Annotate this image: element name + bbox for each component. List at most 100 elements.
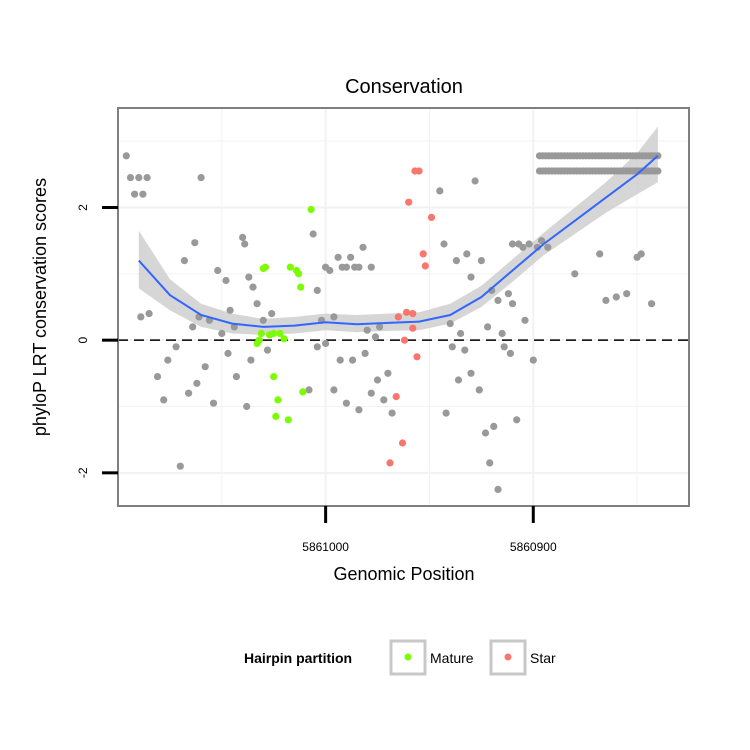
- point-other: [388, 409, 396, 417]
- point-other: [232, 373, 240, 381]
- point-other: [342, 263, 350, 271]
- point-other: [498, 329, 506, 338]
- y-tick-label: 0: [76, 337, 90, 344]
- point-star: [409, 310, 417, 318]
- point-other: [490, 422, 498, 430]
- point-other: [135, 174, 143, 182]
- legend-label-star: Star: [530, 650, 556, 666]
- point-other: [486, 459, 494, 467]
- point-other: [185, 389, 193, 397]
- point-other: [467, 273, 475, 281]
- point-other: [463, 250, 471, 258]
- y-tick-label: 2: [76, 204, 90, 211]
- point-other: [529, 356, 537, 364]
- point-other: [197, 174, 205, 182]
- point-other: [508, 300, 517, 308]
- smooth-line-layer: [138, 155, 659, 328]
- x-tick-label: 5860900: [510, 540, 557, 554]
- point-star: [415, 167, 423, 175]
- point-other: [467, 369, 475, 377]
- point-mature: [272, 412, 280, 420]
- point-other: [596, 250, 604, 258]
- point-mature: [280, 335, 288, 343]
- legend-marker-mature: [404, 653, 412, 661]
- point-other: [371, 333, 380, 341]
- point-other: [513, 416, 521, 424]
- point-other: [249, 283, 257, 291]
- point-other: [525, 240, 533, 248]
- point-other: [448, 343, 456, 351]
- point-other: [330, 313, 338, 321]
- point-other: [367, 389, 375, 397]
- point-other: [506, 349, 514, 357]
- point-other: [475, 386, 483, 394]
- point-other: [363, 326, 371, 334]
- x-axis-title: Genomic Position: [333, 564, 474, 584]
- point-other: [461, 346, 469, 354]
- point-other: [143, 174, 151, 182]
- legend-title: Hairpin partition: [244, 650, 352, 666]
- point-other: [160, 396, 168, 404]
- point-other: [376, 323, 384, 331]
- point-other: [268, 310, 276, 318]
- point-other: [494, 296, 502, 304]
- point-other: [452, 257, 460, 265]
- smooth-line: [138, 155, 659, 328]
- y-axis-title: phyloP LRT conservation scores: [30, 178, 50, 436]
- point-other: [201, 363, 209, 371]
- point-other: [230, 323, 238, 331]
- point-other: [241, 240, 249, 248]
- point-other: [355, 263, 363, 271]
- point-other: [442, 409, 450, 417]
- point-other: [247, 356, 255, 364]
- point-other: [484, 323, 492, 331]
- point-other: [172, 343, 180, 351]
- point-other: [384, 369, 392, 377]
- point-other: [571, 270, 579, 278]
- point-mature: [295, 270, 303, 278]
- point-other: [214, 266, 222, 275]
- confidence-ribbon: [138, 126, 658, 335]
- y-tick-label: -2: [76, 467, 90, 478]
- point-other: [367, 263, 375, 271]
- point-other: [189, 323, 197, 331]
- point-other: [349, 356, 357, 364]
- point-other: [521, 316, 529, 324]
- point-star: [413, 353, 421, 361]
- point-star: [403, 308, 411, 316]
- point-other: [637, 250, 645, 258]
- point-other: [209, 399, 218, 407]
- point-other: [508, 240, 517, 248]
- legend: Hairpin partition Mature Star: [244, 639, 556, 676]
- point-other: [538, 237, 546, 245]
- point-other: [224, 349, 232, 357]
- point-mature: [257, 329, 265, 338]
- point-star: [386, 459, 394, 467]
- point-other: [218, 329, 226, 338]
- point-mature: [259, 264, 267, 273]
- point-other: [457, 329, 465, 338]
- point-other: [481, 429, 490, 437]
- point-other: [153, 373, 162, 381]
- point-star: [427, 213, 436, 221]
- point-other: [355, 406, 363, 414]
- point-other: [126, 174, 135, 182]
- point-mature: [299, 388, 307, 396]
- point-star: [421, 262, 429, 270]
- point-other: [313, 286, 321, 294]
- point-star: [405, 198, 413, 206]
- point-other: [380, 396, 388, 404]
- point-other: [305, 386, 313, 394]
- point-other: [648, 300, 656, 308]
- point-mature: [284, 416, 292, 424]
- y-axis: -2 0 2: [76, 204, 118, 478]
- point-other: [326, 266, 334, 275]
- legend-marker-star: [504, 653, 512, 661]
- point-other: [494, 485, 502, 493]
- point-other: [602, 296, 610, 304]
- point-mature: [270, 329, 278, 338]
- point-other: [330, 386, 338, 394]
- point-other: [544, 243, 552, 251]
- point-other: [191, 239, 199, 247]
- point-other: [322, 339, 330, 348]
